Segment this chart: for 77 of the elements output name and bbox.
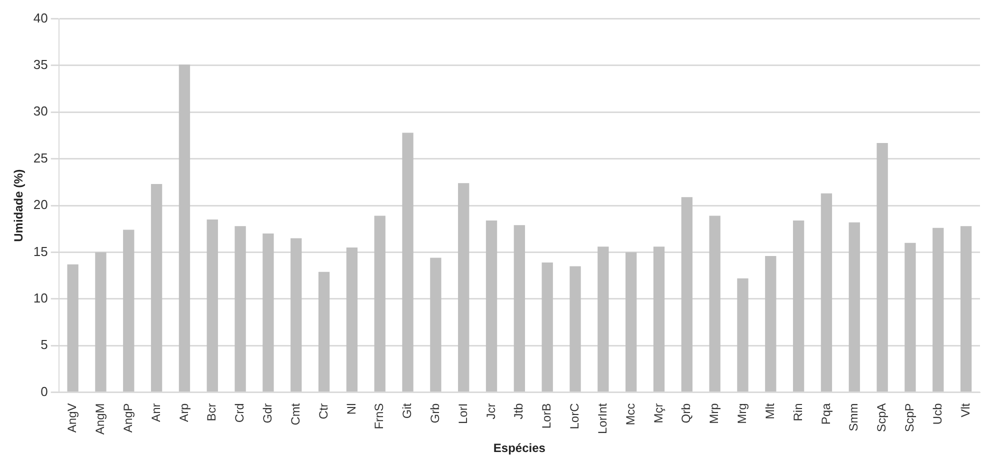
x-tick-label: AngV — [65, 403, 80, 433]
x-tick-label: Crd — [232, 403, 247, 423]
bar — [792, 220, 804, 392]
bar — [904, 242, 916, 392]
bar — [681, 197, 692, 392]
bar — [402, 132, 414, 392]
x-axis-title: Espécies — [493, 441, 546, 456]
bar — [346, 248, 358, 392]
bar — [430, 258, 442, 392]
x-tick-label: Mlt — [762, 402, 777, 420]
x-tick-label: Jtb — [512, 402, 526, 420]
bar — [178, 64, 190, 392]
bar — [234, 226, 246, 392]
bar — [598, 246, 609, 392]
bar — [123, 230, 134, 392]
y-tick-label: 10 — [33, 290, 48, 306]
bar — [67, 264, 78, 392]
bar — [290, 238, 302, 392]
bar — [820, 193, 832, 392]
x-tick-label: Mçr — [651, 403, 666, 424]
y-tick-label: 0 — [40, 384, 48, 399]
x-tick-label: Nl — [344, 403, 358, 415]
bar — [626, 252, 637, 392]
x-tick-label: Gdr — [260, 403, 275, 424]
bar — [458, 183, 470, 392]
bar — [960, 226, 972, 392]
x-tick-label: AngM — [93, 403, 108, 435]
x-tick-label: LorI — [456, 403, 470, 424]
y-axis-title: Umidade (%) — [12, 169, 26, 242]
bar — [932, 228, 944, 392]
x-tick-label: Ucb — [930, 402, 944, 425]
bar — [848, 222, 860, 392]
x-tick-label: LorInt — [595, 402, 610, 434]
x-tick-label: Anr — [148, 403, 163, 422]
x-tick-label: Jcr — [484, 403, 498, 420]
y-tick-label: 30 — [33, 104, 48, 119]
x-tick-label: Mcc — [623, 403, 638, 426]
y-tick-label: 5 — [40, 337, 48, 352]
bar — [570, 266, 581, 392]
y-tick-label: 40 — [33, 10, 48, 26]
x-tick-label: Bcr — [204, 403, 219, 422]
x-tick-label: Grb — [428, 402, 442, 424]
x-tick-label: ScpA — [874, 403, 889, 432]
bar — [514, 225, 526, 392]
bar — [765, 256, 776, 392]
bar — [542, 262, 553, 392]
x-tick-label: LorC — [568, 402, 582, 430]
bar — [206, 220, 218, 392]
bar — [150, 184, 162, 392]
x-tick-label: Git — [400, 402, 414, 419]
x-tick-label: Rin — [790, 403, 805, 422]
bar — [709, 216, 720, 392]
x-tick-label: Mrg — [735, 403, 750, 424]
x-tick-label: LorB — [540, 403, 554, 429]
x-tick-label: Qrb — [679, 402, 694, 424]
x-tick-label: Pqa — [818, 402, 833, 425]
y-tick-label: 35 — [33, 57, 48, 72]
y-tick-label: 20 — [33, 197, 48, 212]
bar — [374, 216, 386, 392]
x-tick-label: AngP — [120, 403, 135, 433]
x-tick-label: FrnS — [372, 403, 386, 430]
x-tick-label: Ctr — [316, 403, 330, 420]
x-tick-label: Cmt — [288, 402, 302, 426]
bar — [95, 252, 106, 392]
bar — [876, 142, 888, 392]
bar — [486, 220, 498, 392]
x-tick-label: Mrp — [707, 402, 722, 424]
x-tick-label: Smm — [846, 403, 861, 432]
x-tick-label: Vlt — [958, 402, 972, 418]
bar — [653, 246, 665, 392]
bar — [737, 278, 748, 392]
x-tick-label: ScpP — [902, 403, 917, 432]
x-tick-label: Arp — [176, 402, 191, 422]
y-tick-label: 15 — [33, 244, 48, 259]
bar — [318, 272, 330, 392]
y-tick-label: 25 — [33, 150, 48, 166]
bar — [262, 234, 274, 392]
